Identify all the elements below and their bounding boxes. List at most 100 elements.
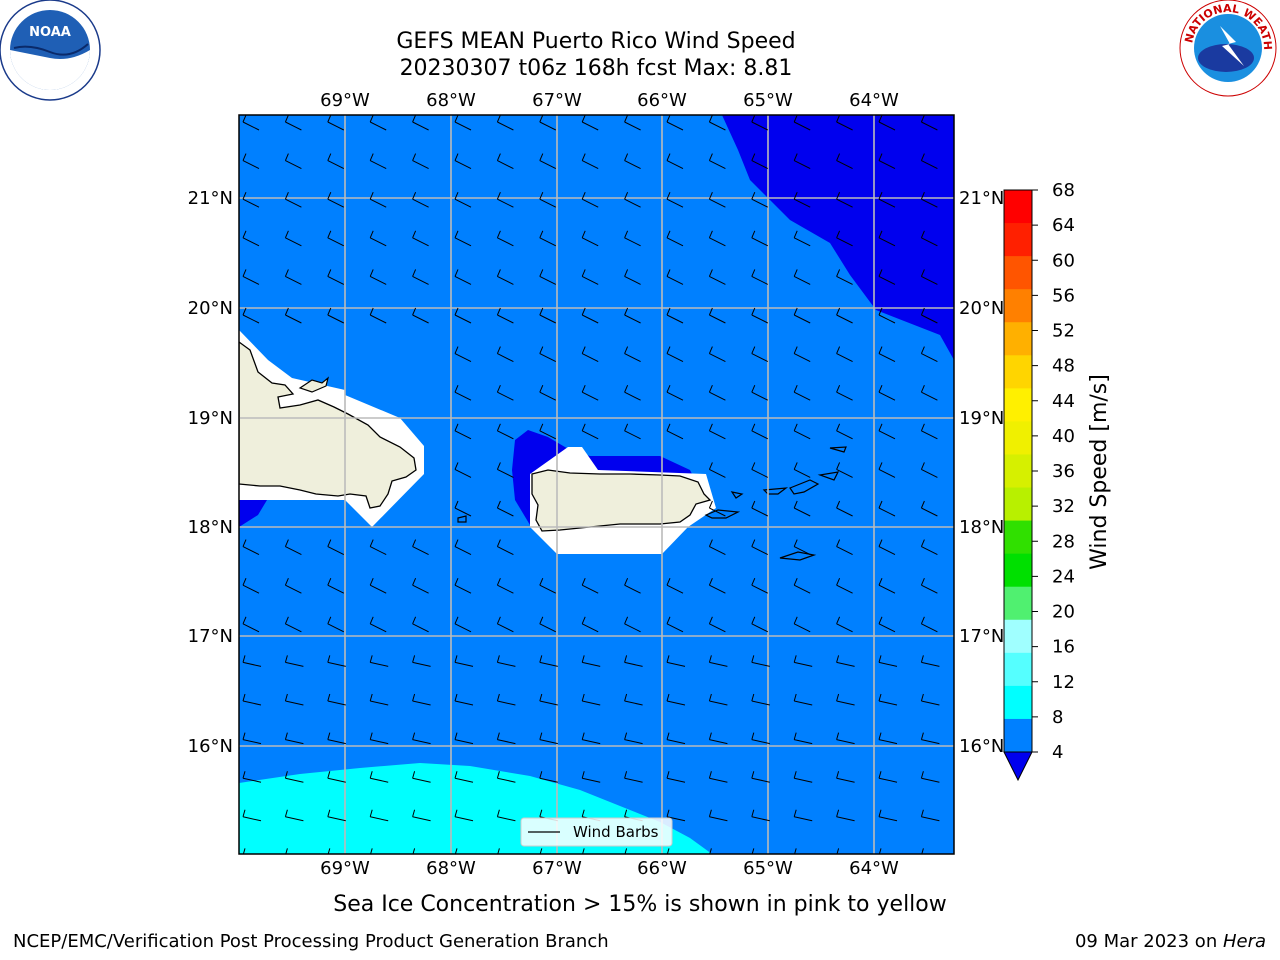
wind-barb (370, 848, 373, 854)
wind-barb (751, 500, 769, 517)
wind-barb (582, 848, 585, 854)
wind-barb (624, 771, 643, 783)
wind-barb (878, 346, 896, 363)
colorbar-segment (1004, 190, 1032, 224)
nws-logo-cloud (1198, 44, 1254, 72)
wind-barb (793, 269, 811, 285)
wind-barb (751, 307, 769, 324)
wind-barb (539, 693, 558, 706)
wind-barb (454, 500, 472, 517)
nws-logo-lightning (1220, 26, 1244, 66)
wind-barb (836, 500, 853, 517)
wind-barb (836, 153, 853, 170)
wind-barbs (242, 115, 940, 854)
wind-barb (284, 115, 302, 131)
wind-barb (539, 346, 557, 363)
wind-barb (624, 848, 628, 854)
wind-barb (708, 115, 726, 131)
wind-barb (793, 462, 811, 478)
colorbar-label: Wind Speed [m/s] (1087, 374, 1112, 570)
wind-barb (496, 578, 514, 594)
wind-barb (878, 578, 896, 594)
wind-barb (794, 848, 797, 854)
wind-barb (920, 578, 938, 594)
wind-barb (751, 809, 770, 822)
wind-barb (920, 153, 938, 170)
wind-barb (327, 115, 345, 131)
lon-label-top: 65°W (743, 90, 793, 111)
wind-barb (708, 539, 726, 556)
sea-ice-note: Sea Ice Concentration > 15% is shown in … (333, 892, 947, 917)
wind-barb (497, 848, 500, 854)
wind-barb (284, 693, 304, 706)
wind-barb (708, 307, 726, 324)
wind-barb (920, 269, 938, 285)
colorbar-tick-label: 36 (1052, 461, 1075, 482)
noaa-logo-wing (13, 43, 89, 56)
noaa-logo: NOAA (0, 0, 101, 101)
map-gridlines (239, 115, 954, 854)
wind-barb (496, 230, 514, 247)
wind-barb (708, 269, 726, 285)
island-mona (457, 515, 467, 523)
wind-barb (454, 115, 472, 131)
wind-barb (666, 732, 686, 745)
title-line-2: 20230307 t06z 168h fcst Max: 8.81 (400, 56, 793, 81)
wind-barb (369, 809, 389, 822)
wind-barb (496, 462, 514, 478)
colorbar-tick-label: 32 (1052, 496, 1075, 517)
wind-barb (412, 655, 431, 667)
wind-barb (539, 115, 557, 131)
island-st-croix (779, 551, 817, 561)
wind-barb (412, 115, 429, 131)
wind-barb (581, 192, 599, 208)
wind-barb (793, 385, 811, 401)
wind-barb (920, 385, 938, 401)
wind-barb (751, 539, 769, 556)
wind-barb (878, 115, 896, 131)
wind-barb (708, 423, 726, 440)
wind-barb (836, 771, 855, 783)
wind-barb (539, 153, 557, 170)
wind-barb (751, 655, 770, 667)
wind-barb (327, 578, 345, 594)
wind-barb (496, 539, 514, 556)
wind-barb (708, 771, 728, 783)
wind-barb (327, 230, 345, 247)
lon-label-top: 67°W (532, 90, 582, 111)
hispaniola-land (239, 341, 417, 509)
noaa-logo-gull (10, 50, 90, 90)
wind-barb (496, 771, 516, 783)
map-area (239, 115, 954, 854)
wind-barb (793, 809, 813, 822)
colorbar-segment (1004, 454, 1032, 489)
wind-barb (708, 346, 726, 363)
puerto-rico-land (531, 469, 712, 532)
colorbar: 68 64 60 56 52 48 44 40 36 32 28 24 20 16 12 8 4 (1003, 180, 1075, 782)
wind-barb (539, 230, 557, 247)
wind-barb (920, 423, 938, 440)
wind-barb (496, 346, 514, 363)
colorbar-tick-label: 4 (1052, 742, 1063, 763)
wind-barb (751, 771, 770, 783)
wind-barb (454, 539, 472, 556)
wind-barb (624, 732, 643, 745)
wind-barb (327, 192, 345, 208)
wind-barb (836, 693, 855, 706)
wind-barb (284, 578, 302, 594)
wind-barb (920, 115, 938, 131)
wind-barb (581, 655, 601, 667)
wind-barb (920, 192, 938, 208)
wind-barb (412, 693, 431, 706)
wind-barb (666, 616, 684, 633)
wind-barb (327, 771, 346, 783)
wind-barb (751, 578, 769, 594)
lat-label-left: 20°N (188, 298, 233, 319)
wind-barb (878, 539, 896, 556)
colorbar-tick-label: 24 (1052, 566, 1075, 587)
colorbar-segment (1004, 223, 1032, 257)
wind-barb (242, 153, 260, 170)
noaa-logo-text: NOAA (29, 25, 71, 40)
wind-barb (242, 809, 262, 822)
colorbar-segment (1004, 355, 1032, 389)
